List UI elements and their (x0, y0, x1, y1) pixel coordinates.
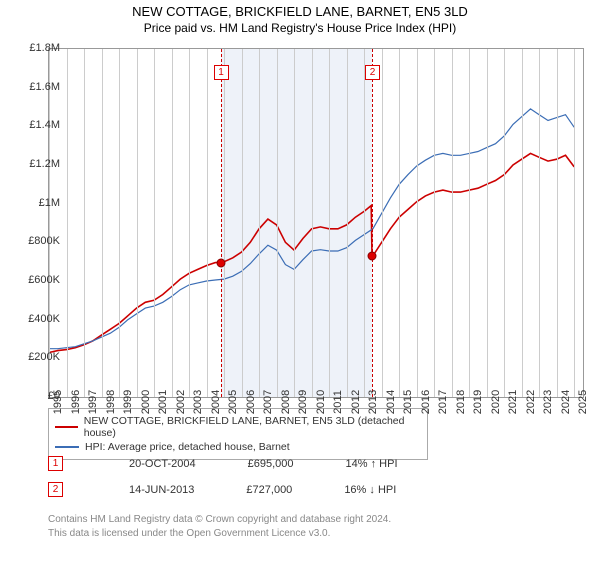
footer-line-2: This data is licensed under the Open Gov… (48, 528, 330, 541)
x-tick-label: 2015 (402, 390, 414, 414)
y-tick-label: £600K (28, 274, 60, 286)
x-tick-label: 2006 (245, 390, 257, 414)
x-tick-label: 2024 (560, 390, 572, 414)
y-tick-label: £400K (28, 313, 60, 325)
x-tick-label: 2002 (175, 390, 187, 414)
y-tick-label: £1.6M (29, 81, 60, 93)
x-tick-label: 2025 (577, 390, 589, 414)
transaction-marker-1: 1 (48, 456, 63, 471)
x-tick-label: 2017 (437, 390, 449, 414)
x-tick-label: 2012 (350, 390, 362, 414)
footer-line-1: Contains HM Land Registry data © Crown c… (48, 514, 391, 527)
event-marker-2: 2 (365, 65, 380, 80)
line-series-svg (49, 49, 583, 397)
legend-item: NEW COTTAGE, BRICKFIELD LANE, BARNET, EN… (55, 415, 421, 439)
legend-label: HPI: Average price, detached house, Barn… (85, 441, 290, 453)
transaction-date: 14-JUN-2013 (129, 484, 194, 496)
legend-item: HPI: Average price, detached house, Barn… (55, 441, 421, 453)
x-tick-label: 2000 (140, 390, 152, 414)
transaction-price: £727,000 (246, 484, 292, 496)
legend: NEW COTTAGE, BRICKFIELD LANE, BARNET, EN… (48, 408, 428, 460)
legend-label: NEW COTTAGE, BRICKFIELD LANE, BARNET, EN… (84, 415, 421, 439)
y-tick-label: £1.4M (29, 119, 60, 131)
x-tick-label: 2014 (385, 390, 397, 414)
x-tick-label: 1997 (87, 390, 99, 414)
x-tick-label: 2003 (192, 390, 204, 414)
y-tick-label: £200K (28, 351, 60, 363)
x-tick-label: 2020 (490, 390, 502, 414)
x-tick-label: 2010 (315, 390, 327, 414)
x-tick-label: 2011 (332, 390, 344, 414)
y-tick-label: £0 (48, 390, 60, 402)
x-tick-label: 2019 (472, 390, 484, 414)
x-tick-label: 2023 (542, 390, 554, 414)
x-tick-label: 2007 (262, 390, 274, 414)
y-tick-label: £800K (28, 235, 60, 247)
event-point (216, 258, 225, 267)
transaction-marker-2: 2 (48, 482, 63, 497)
legend-swatch (55, 446, 79, 448)
y-tick-label: £1.2M (29, 158, 60, 170)
transaction-price: £695,000 (248, 458, 294, 470)
event-point (368, 252, 377, 261)
x-tick-label: 1999 (122, 390, 134, 414)
x-tick-label: 2016 (420, 390, 432, 414)
transaction-row: 1 20-OCT-2004 £695,000 14% ↑ HPI (48, 456, 398, 471)
chart-plot-area: 12 (48, 48, 584, 398)
y-tick-label: £1M (39, 197, 60, 209)
x-tick-label: 2009 (297, 390, 309, 414)
x-tick-label: 2004 (210, 390, 222, 414)
x-tick-label: 1998 (105, 390, 117, 414)
transaction-date: 20-OCT-2004 (129, 458, 196, 470)
x-tick-label: 2008 (280, 390, 292, 414)
x-tick-label: 2005 (227, 390, 239, 414)
x-tick-label: 2018 (455, 390, 467, 414)
x-tick-label: 2021 (507, 390, 519, 414)
x-tick-label: 2001 (157, 390, 169, 414)
y-tick-label: £1.8M (29, 42, 60, 54)
x-tick-label: 2022 (525, 390, 537, 414)
x-tick-label: 2013 (367, 390, 379, 414)
x-tick-label: 1996 (70, 390, 82, 414)
chart-title: NEW COTTAGE, BRICKFIELD LANE, BARNET, EN… (0, 4, 600, 19)
transaction-delta: 16% ↓ HPI (344, 484, 396, 496)
event-marker-1: 1 (214, 65, 229, 80)
chart-subtitle: Price paid vs. HM Land Registry's House … (0, 21, 600, 35)
legend-swatch (55, 426, 78, 428)
transaction-row: 2 14-JUN-2013 £727,000 16% ↓ HPI (48, 482, 396, 497)
transaction-delta: 14% ↑ HPI (346, 458, 398, 470)
